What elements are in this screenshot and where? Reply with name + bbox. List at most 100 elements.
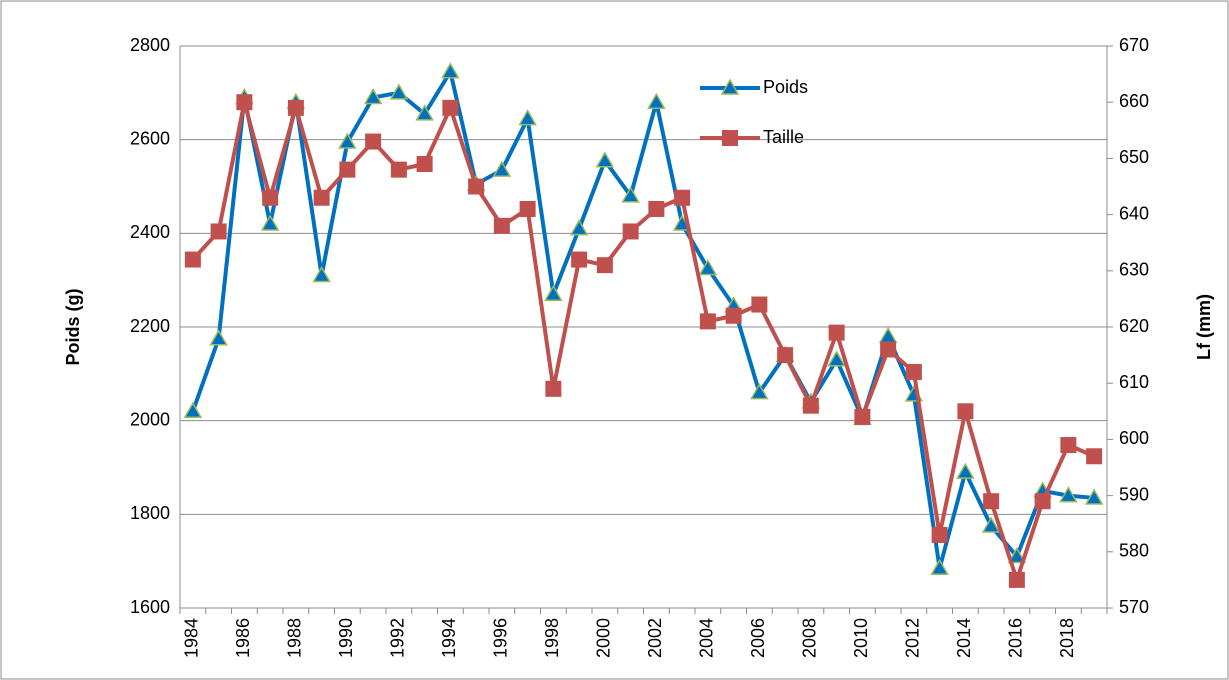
y2-tick-label: 610: [1119, 372, 1149, 392]
point: [983, 493, 1000, 510]
point: [363, 88, 383, 105]
point: [389, 83, 409, 100]
x-tick-label: 1992: [388, 618, 408, 658]
y-axis-title: Poids (g): [63, 289, 83, 366]
point: [210, 223, 227, 240]
x-tick-label: 2018: [1057, 618, 1077, 658]
y-tick-label: 2000: [130, 409, 170, 429]
point: [621, 186, 640, 203]
x-tick-label: 2004: [697, 618, 717, 658]
point: [1059, 486, 1078, 503]
point: [957, 403, 974, 420]
point: [750, 383, 769, 400]
point: [854, 408, 871, 425]
point: [236, 94, 253, 111]
point: [545, 380, 562, 397]
y2-tick-label: 630: [1119, 260, 1149, 280]
point: [441, 62, 460, 79]
point: [828, 324, 845, 341]
point: [827, 350, 846, 367]
point: [287, 99, 304, 116]
point: [931, 526, 948, 543]
point: [339, 161, 356, 178]
point: [209, 329, 228, 346]
point: [905, 363, 922, 380]
legend-marker: [720, 78, 740, 95]
x-tick-label: 2010: [851, 618, 871, 658]
x-tick-label: 2012: [903, 618, 923, 658]
x-tick-label: 1996: [491, 618, 511, 658]
point: [699, 313, 716, 330]
point: [571, 251, 588, 268]
point: [468, 178, 485, 195]
point: [312, 265, 331, 283]
x-tick-label: 1994: [439, 618, 459, 658]
x-tick-label: 2014: [954, 618, 974, 658]
y-tick-label: 1600: [130, 597, 170, 617]
legend-marker: [722, 130, 738, 146]
x-tick-label: 1984: [182, 618, 202, 658]
x-tick-label: 1998: [542, 618, 562, 658]
point: [698, 258, 718, 276]
point: [519, 200, 536, 217]
point: [981, 516, 1001, 533]
point: [725, 307, 742, 324]
y-tick-label: 1800: [130, 503, 170, 523]
point: [260, 214, 280, 231]
point: [1084, 488, 1104, 505]
point: [492, 160, 512, 177]
point: [365, 133, 382, 150]
point: [313, 189, 330, 206]
y-tick-label: 2200: [130, 316, 170, 336]
point: [802, 397, 819, 414]
point: [751, 296, 768, 313]
y2-tick-label: 600: [1119, 428, 1149, 448]
point: [569, 219, 589, 236]
y2-tick-label: 650: [1119, 147, 1149, 167]
point: [338, 132, 357, 149]
point: [493, 217, 510, 234]
point: [674, 189, 691, 206]
point: [956, 462, 975, 479]
point: [415, 104, 434, 121]
y2-axis-title: Lf (mm): [1194, 294, 1214, 360]
y-tick-label: 2400: [130, 222, 170, 242]
legend-label: Poids: [763, 77, 808, 97]
point: [596, 257, 613, 274]
point: [544, 284, 563, 301]
y2-tick-label: 620: [1119, 316, 1149, 336]
y2-tick-label: 640: [1119, 203, 1149, 223]
y2-tick-label: 590: [1119, 484, 1149, 504]
point: [648, 200, 665, 217]
point: [647, 92, 666, 109]
y2-tick-label: 670: [1119, 35, 1149, 55]
point: [595, 151, 615, 168]
x-tick-label: 2002: [645, 618, 665, 658]
point: [262, 189, 279, 206]
legend-label: Taille: [763, 127, 804, 147]
point: [1008, 571, 1025, 588]
y2-tick-label: 580: [1119, 541, 1149, 561]
point: [183, 401, 203, 419]
x-tick-label: 2016: [1006, 618, 1026, 658]
x-tick-label: 1990: [336, 618, 356, 658]
x-tick-label: 2000: [594, 618, 614, 658]
point: [416, 156, 433, 173]
point: [442, 99, 459, 116]
point: [184, 251, 201, 268]
point: [518, 109, 537, 126]
point: [930, 558, 949, 575]
point: [1034, 493, 1051, 510]
point: [1086, 448, 1103, 465]
point: [880, 341, 897, 358]
x-tick-label: 1988: [285, 618, 305, 658]
x-tick-label: 1986: [233, 618, 253, 658]
y-tick-label: 2800: [130, 35, 170, 55]
point: [390, 161, 407, 178]
point: [1007, 546, 1027, 564]
y2-tick-label: 570: [1119, 597, 1149, 617]
y2-tick-label: 660: [1119, 91, 1149, 111]
x-tick-label: 2008: [800, 618, 820, 658]
